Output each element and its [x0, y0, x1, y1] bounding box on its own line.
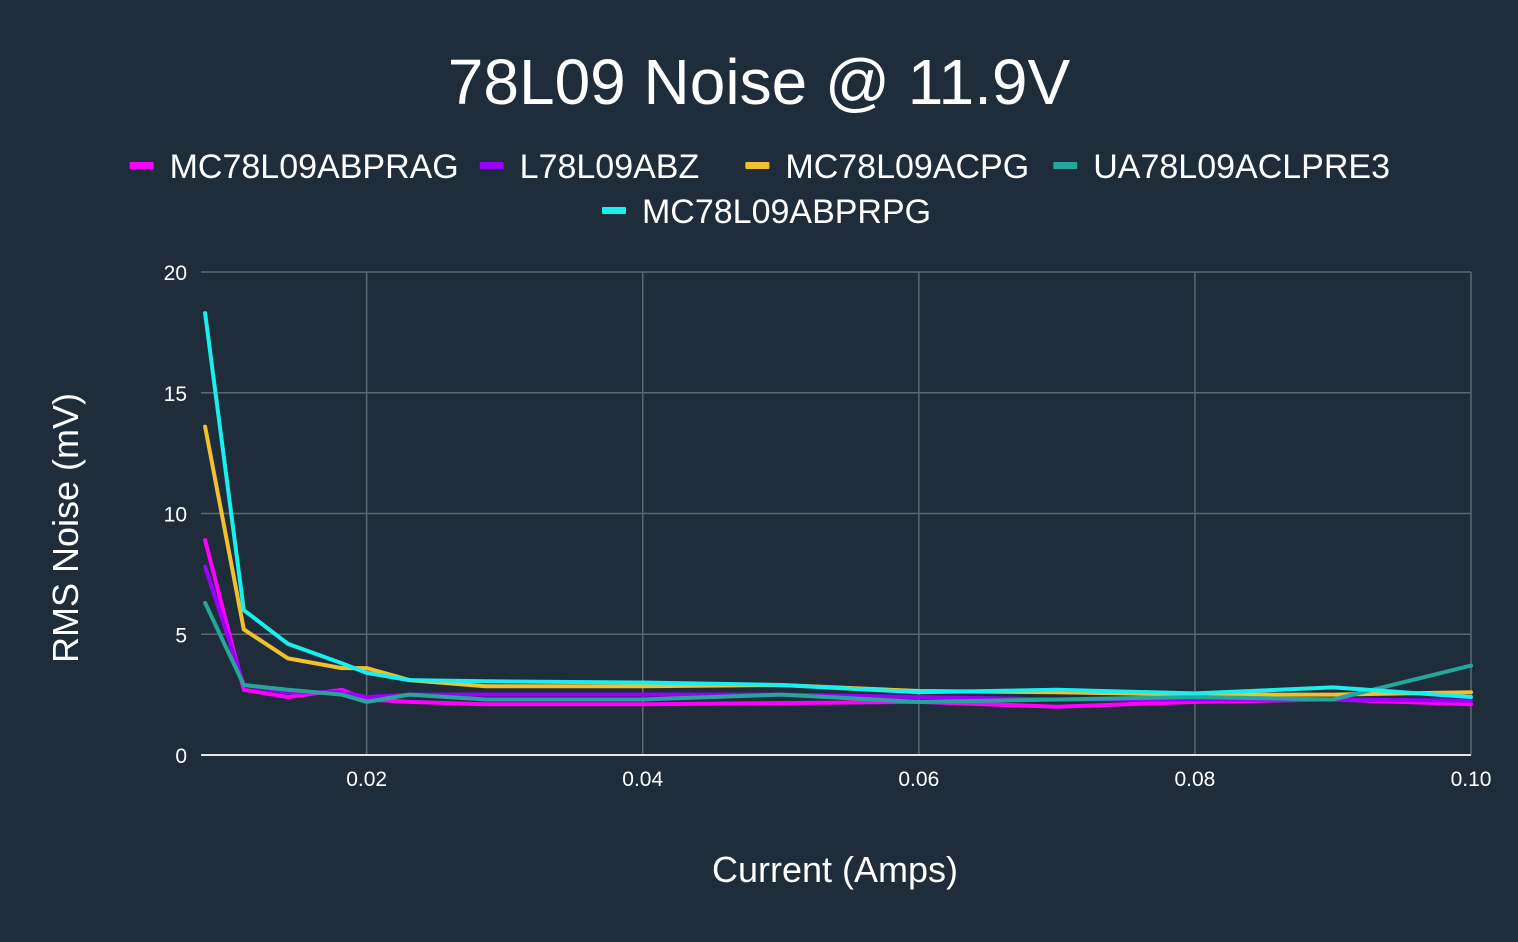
legend-item-mc78l09acpg: MC78L09ACPG	[745, 148, 1029, 186]
legend-item-mc78l09abprag: MC78L09ABPRAG	[129, 148, 459, 186]
grid	[201, 271, 1472, 755]
legend-label: MC78L09ACPG	[785, 148, 1029, 186]
legend-swatch	[1053, 162, 1078, 169]
legend-label: MC78L09ABPRPG	[642, 193, 931, 231]
y-tick-label: 0	[175, 745, 187, 768]
legend-item-ua78l09aclpre3: UA78L09ACLPRE3	[1053, 148, 1390, 186]
x-tick-label: 0.02	[346, 768, 387, 791]
x-axis-ticks: 0.02 0.04 0.06 0.08 0.10	[346, 768, 1491, 791]
x-tick-label: 0.08	[1174, 768, 1215, 791]
y-tick-label: 15	[164, 383, 187, 406]
chart-title: 78L09 Noise @ 11.9V	[448, 46, 1071, 118]
x-tick-label: 0.10	[1451, 768, 1492, 791]
series-line-ua78l09aclpre3	[203, 600, 1473, 704]
y-axis-ticks: 0 5 10 15 20	[164, 262, 187, 768]
legend-label: MC78L09ABPRAG	[170, 148, 459, 186]
series-lines	[203, 311, 1473, 709]
y-tick-label: 10	[164, 504, 187, 527]
legend-swatch	[745, 162, 770, 169]
y-axis-label: RMS Noise (mV)	[45, 393, 86, 663]
legend-swatch	[479, 162, 504, 169]
legend-swatch	[601, 207, 626, 214]
y-tick-label: 5	[175, 624, 187, 647]
legend-swatch	[129, 162, 154, 169]
series-line-mc78l09abprag	[203, 538, 1473, 709]
legend-item-l78l09abz: L78L09ABZ	[479, 148, 700, 186]
legend: MC78L09ABPRAG L78L09ABZ MC78L09ACPG UA78L09…	[129, 148, 1390, 231]
legend-item-mc78l09abprpg: MC78L09ABPRPG	[601, 193, 931, 231]
x-axis-label: Current (Amps)	[712, 849, 958, 890]
x-tick-label: 0.06	[898, 768, 939, 791]
y-tick-label: 20	[164, 262, 187, 285]
x-tick-label: 0.04	[622, 768, 663, 791]
series-line-mc78l09abprpg	[203, 311, 1473, 699]
legend-label: L78L09ABZ	[520, 148, 700, 186]
legend-label: UA78L09ACLPRE3	[1093, 148, 1390, 186]
